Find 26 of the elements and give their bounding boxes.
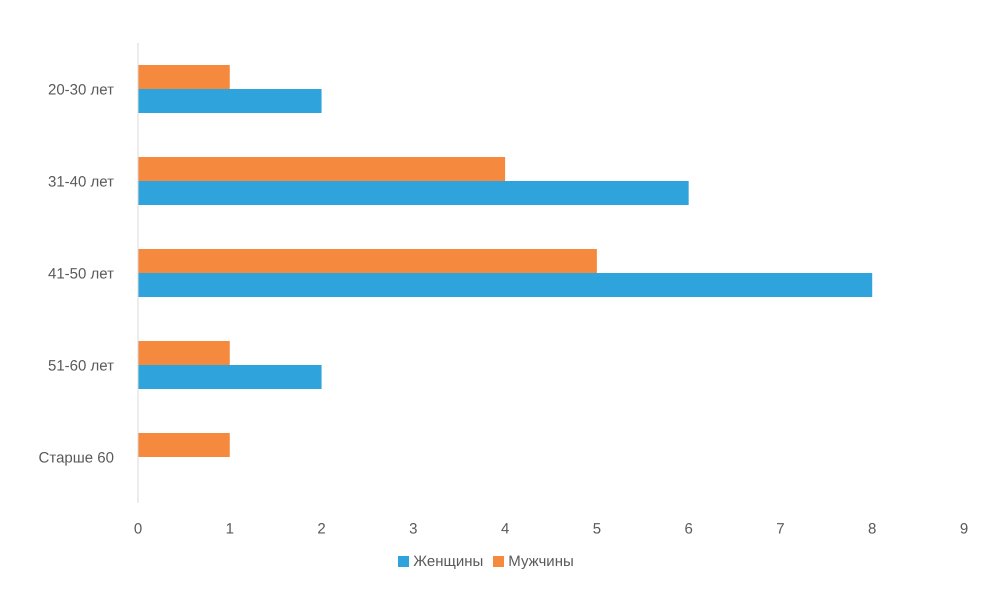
- bar: [138, 433, 230, 457]
- y-tick-label: 20-30 лет: [48, 81, 114, 98]
- bar: [138, 89, 322, 113]
- x-tick-label: 8: [868, 520, 876, 538]
- x-tick-label: 4: [500, 520, 510, 538]
- x-tick-label: 2: [317, 520, 326, 538]
- x-tick-label: 1: [226, 520, 234, 538]
- x-tick-label: 3: [409, 520, 418, 538]
- bar: [138, 181, 689, 205]
- bar: [138, 273, 872, 297]
- y-tick-label: 31-40 лет: [48, 173, 114, 190]
- bar: [138, 65, 230, 89]
- x-tick-label: 7: [776, 520, 785, 538]
- bar: [138, 249, 597, 273]
- y-tick-label: 41-50 лет: [48, 265, 114, 282]
- bar: [138, 341, 230, 365]
- x-tick-label: 0: [134, 520, 142, 538]
- x-tick-label: 6: [684, 520, 693, 538]
- y-tick-label: Старше 60: [38, 449, 114, 466]
- bar: [138, 365, 322, 389]
- x-tick-label: 9: [960, 520, 968, 538]
- legend-label: Женщины: [413, 553, 484, 570]
- y-tick-label: 51-60 лет: [48, 357, 114, 374]
- bar: [138, 157, 506, 181]
- x-tick-label: 5: [592, 520, 602, 538]
- legend-label: Мужчины: [508, 553, 574, 570]
